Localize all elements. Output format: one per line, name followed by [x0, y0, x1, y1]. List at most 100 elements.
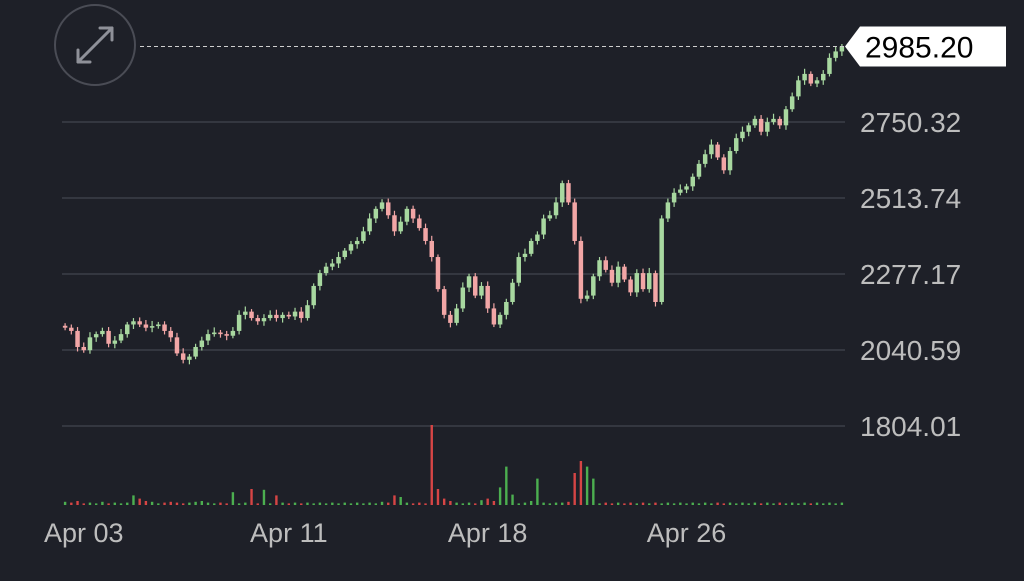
volume-bar: [567, 501, 570, 505]
volume-bar: [256, 503, 259, 505]
candle-body: [69, 327, 74, 331]
candle-body: [230, 330, 236, 336]
volume-bar: [355, 502, 359, 505]
volume-bars: [63, 425, 844, 505]
candle-body: [205, 334, 211, 341]
candle-body: [156, 324, 161, 327]
candle-body: [814, 80, 820, 84]
candle-body: [752, 118, 758, 126]
volume-bar: [88, 502, 92, 505]
candle-body: [336, 257, 341, 264]
candle-body: [379, 202, 385, 209]
volume-bar: [63, 501, 67, 505]
volume-bar: [759, 503, 763, 505]
candle-body: [460, 287, 466, 309]
volume-bar: [268, 503, 272, 505]
candle-body: [702, 154, 708, 164]
volume-bar: [94, 503, 98, 505]
candle-body: [125, 324, 130, 335]
volume-bar: [181, 503, 185, 505]
candle-body: [149, 326, 155, 328]
candle-body: [709, 144, 714, 155]
volume-bar: [300, 503, 303, 505]
volume-bar: [716, 502, 719, 505]
volume-bar: [542, 502, 545, 505]
volume-bar: [144, 501, 148, 505]
candle-body: [516, 257, 521, 283]
volume-bar: [505, 466, 508, 505]
volume-bar: [579, 461, 583, 505]
volume-bar: [188, 502, 191, 505]
candle-body: [236, 314, 242, 331]
candle-body: [162, 324, 167, 331]
volume-bar: [486, 498, 489, 505]
candle-body: [286, 314, 292, 317]
y-tick-label: 2277.17: [860, 259, 961, 290]
candle-body: [553, 202, 559, 216]
candle-body: [634, 273, 640, 293]
candle-body: [491, 308, 497, 325]
volume-bar: [722, 503, 726, 505]
volume-bar: [424, 503, 427, 505]
candle-body: [560, 183, 565, 203]
expand-icon[interactable]: [76, 26, 114, 64]
x-tick-label: Apr 03: [44, 518, 124, 548]
candle-body: [311, 285, 316, 306]
volume-bar: [803, 502, 806, 505]
volume-bar: [287, 503, 291, 505]
volume-bar: [70, 502, 73, 505]
volume-bar: [598, 503, 601, 505]
candle-body: [81, 346, 86, 351]
candle-body: [684, 186, 689, 190]
candle-body: [386, 202, 391, 216]
x-axis-labels: Apr 03 Apr 11 Apr 18 Apr 26: [44, 518, 726, 548]
volume-bar: [362, 503, 365, 505]
volume-bar: [660, 503, 663, 505]
candle-body: [734, 138, 739, 152]
candle-body: [783, 109, 789, 126]
candle-body: [497, 314, 503, 325]
volume-bar: [703, 502, 707, 505]
volume-bar: [455, 502, 458, 505]
candle-body: [392, 215, 397, 232]
x-tick-label: Apr 26: [647, 518, 727, 548]
grid-lines: [62, 121, 845, 427]
candle-body: [715, 144, 720, 158]
candle-body: [75, 330, 80, 347]
volume-bar: [275, 495, 278, 505]
candle-body: [118, 334, 124, 341]
x-tick-label: Apr 18: [448, 518, 528, 548]
candle-body: [292, 311, 298, 317]
volume-bar: [405, 502, 409, 505]
candle-body: [299, 311, 304, 319]
candle-body: [690, 176, 695, 187]
candle-body: [441, 289, 447, 315]
x-tick-label: Apr 11: [250, 518, 328, 548]
candle-body: [479, 285, 484, 296]
volume-bar: [163, 502, 166, 505]
volume-bar: [666, 502, 670, 505]
volume-bar: [778, 502, 781, 505]
candle-body: [777, 118, 782, 126]
volume-bar: [467, 502, 471, 505]
candle-body: [305, 305, 310, 319]
candle-body: [361, 231, 366, 241]
volume-bar: [728, 502, 732, 505]
volume-bar: [691, 502, 694, 505]
candle-body: [417, 218, 422, 229]
volume-bar: [585, 466, 589, 505]
candle-body: [317, 273, 323, 286]
candle-body: [218, 332, 223, 335]
volume-bar: [368, 502, 371, 505]
volume-bar: [380, 501, 384, 505]
expand-button-ring[interactable]: [54, 4, 136, 86]
candle-body: [578, 240, 584, 299]
volume-bar: [281, 502, 284, 505]
candle-body: [261, 318, 267, 322]
candle-body: [93, 334, 99, 338]
expand-button[interactable]: [54, 4, 136, 86]
volume-bar: [753, 502, 757, 505]
volume-bar: [194, 501, 197, 505]
candle-body: [212, 332, 217, 335]
candle-body: [348, 244, 354, 251]
